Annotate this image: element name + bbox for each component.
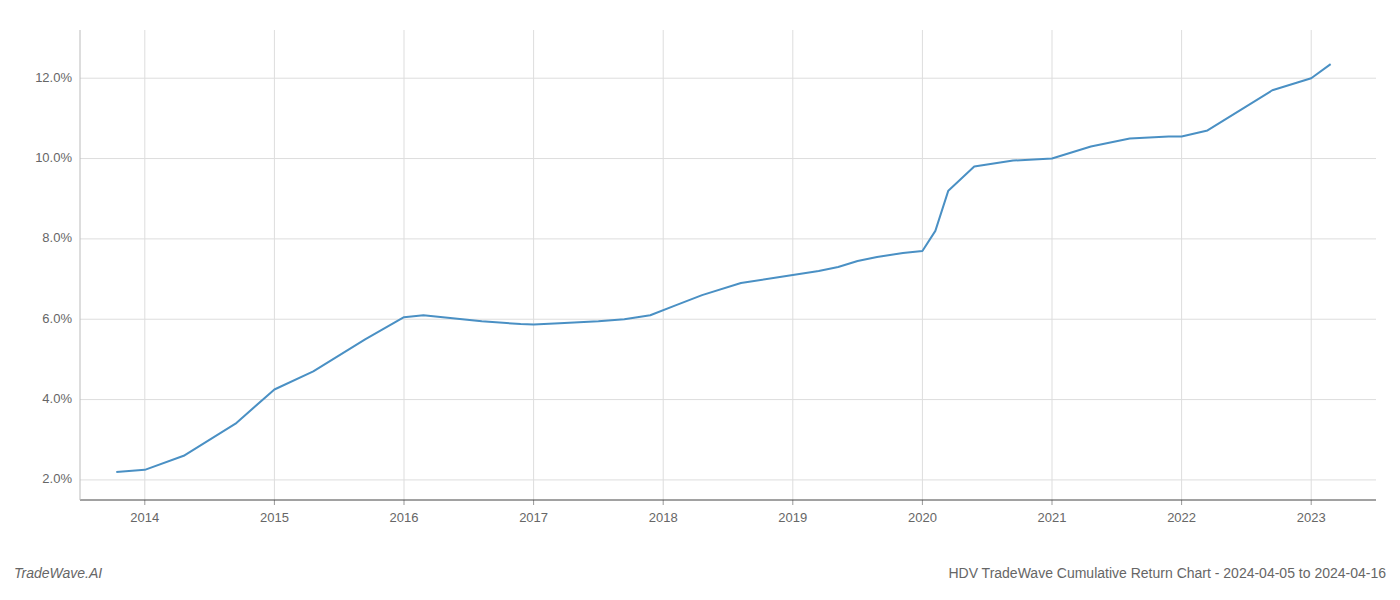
annotation: HDV TradeWave Cumulative Return Chart - … (948, 565, 1386, 581)
x-tick (144, 500, 145, 505)
x-grid-line (404, 30, 405, 500)
series (116, 64, 1330, 472)
x-grid-line (533, 30, 534, 500)
x-tick-label: 2018 (649, 510, 678, 525)
x-tick (274, 500, 275, 505)
x-tick-label: 2022 (1167, 510, 1196, 525)
x-tick-label: 2016 (390, 510, 419, 525)
x-tick (922, 500, 923, 505)
axes: 2.0% 4.0% 6.0% 8.0% 10.0% 12.0% 2014 2015 2016 20… (35, 30, 1376, 525)
y-tick-label: 12.0% (35, 70, 72, 85)
grid (80, 30, 1376, 500)
x-tick-label: 2014 (130, 510, 159, 525)
y-tick-label: 8.0% (42, 230, 72, 245)
y-tick-label: 4.0% (42, 391, 72, 406)
x-grid-line (1052, 30, 1053, 500)
x-grid-line (1181, 30, 1182, 500)
x-grid-line (922, 30, 923, 500)
x-tick (404, 500, 405, 505)
y-axis-line (80, 30, 81, 500)
x-grid-line (663, 30, 664, 500)
chart: 2.0% 4.0% 6.0% 8.0% 10.0% 12.0% 2014 2015 2016 20… (0, 0, 1400, 600)
x-tick-label: 2017 (519, 510, 548, 525)
x-grid-line (274, 30, 275, 500)
y-tick-label: 6.0% (42, 311, 72, 326)
x-tick-label: 2023 (1297, 510, 1326, 525)
x-tick (533, 500, 534, 505)
annotation: TradeWave.AI (14, 565, 102, 581)
x-tick-label: 2021 (1038, 510, 1067, 525)
x-tick-label: 2019 (778, 510, 807, 525)
x-tick-label: 2015 (260, 510, 289, 525)
x-tick (792, 500, 793, 505)
x-grid-line (1311, 30, 1312, 500)
x-tick-label: 2020 (908, 510, 937, 525)
line (116, 64, 1330, 472)
y-tick-label: 10.0% (35, 150, 72, 165)
annotations: TradeWave.AI HDV TradeWave Cumulative Ret… (14, 565, 1386, 581)
x-tick (1311, 500, 1312, 505)
x-tick (663, 500, 664, 505)
x-grid-line (144, 30, 145, 500)
x-axis-line (80, 500, 1376, 501)
x-tick (1052, 500, 1053, 505)
x-tick (1181, 500, 1182, 505)
y-tick-label: 2.0% (42, 471, 72, 486)
x-grid-line (792, 30, 793, 500)
